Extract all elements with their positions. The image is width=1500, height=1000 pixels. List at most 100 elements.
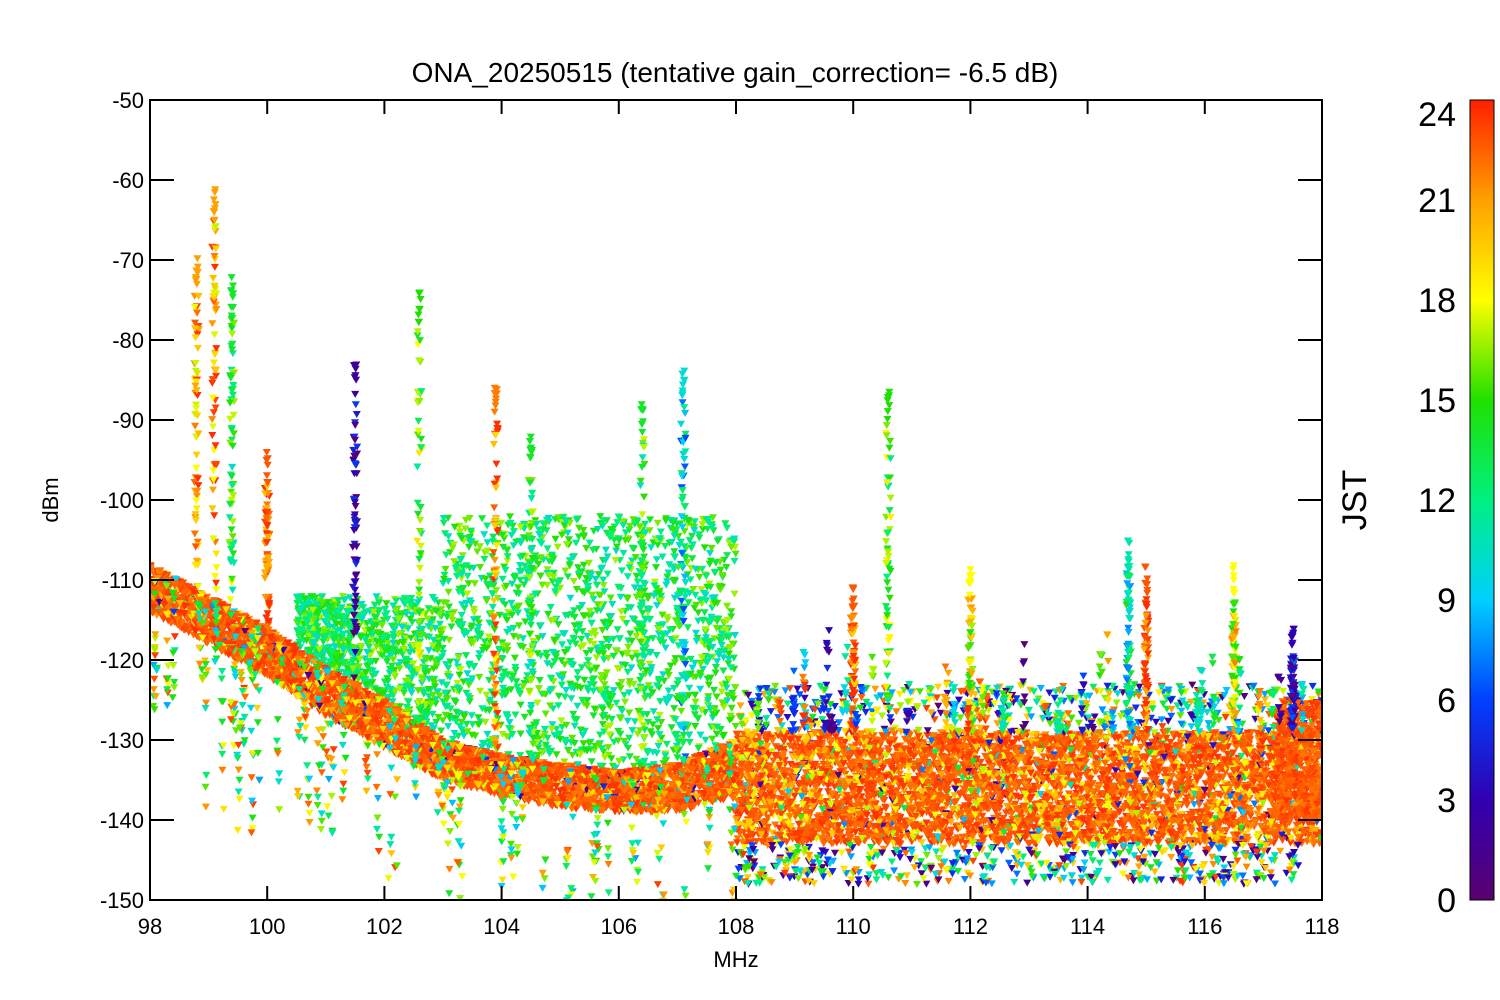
- data-point: [313, 634, 321, 642]
- data-point: [497, 519, 505, 527]
- data-point: [370, 613, 379, 621]
- data-point: [394, 639, 403, 647]
- data-point: [545, 518, 554, 526]
- data-point: [483, 730, 492, 738]
- data-point: [308, 593, 317, 601]
- data-point: [458, 601, 467, 609]
- data-point: [533, 699, 542, 707]
- data-point: [708, 735, 717, 743]
- data-point: [534, 685, 543, 693]
- data-point: [453, 684, 462, 692]
- data-point: [297, 625, 306, 633]
- data-point: [723, 697, 732, 705]
- data-point: [478, 705, 487, 713]
- data-point: [515, 622, 523, 630]
- data-point: [599, 650, 608, 658]
- data-point: [475, 543, 484, 551]
- data-point: [443, 613, 452, 621]
- data-point: [554, 702, 563, 710]
- data-point: [568, 554, 577, 561]
- data-point: [605, 690, 614, 698]
- data-point: [711, 669, 720, 677]
- data-point: [695, 534, 704, 542]
- data-point: [598, 706, 607, 714]
- data-point: [296, 597, 305, 605]
- data-point: [400, 601, 409, 609]
- data-point: [724, 660, 733, 668]
- data-point: [559, 671, 568, 679]
- data-point: [461, 516, 470, 524]
- data-point: [645, 692, 654, 700]
- data-point: [501, 566, 510, 574]
- data-point: [690, 659, 699, 667]
- data-point: [456, 556, 465, 564]
- data-point: [451, 565, 460, 572]
- data-point: [358, 614, 367, 622]
- data-point: [547, 662, 556, 670]
- data-point: [716, 586, 725, 594]
- data-point: [704, 516, 712, 523]
- data-point: [504, 609, 513, 617]
- data-point: [305, 604, 314, 612]
- data-point: [705, 654, 714, 662]
- data-point: [715, 652, 723, 659]
- data-point: [448, 616, 457, 624]
- data-point: [671, 617, 680, 625]
- data-point: [521, 618, 530, 626]
- data-point: [599, 576, 608, 584]
- data-point: [526, 560, 535, 568]
- data-point: [372, 593, 381, 601]
- data-point: [624, 643, 633, 651]
- data-point: [598, 721, 607, 729]
- data-point: [610, 738, 619, 746]
- data-point: [619, 549, 628, 557]
- data-point: [387, 622, 396, 630]
- data-point: [706, 674, 715, 682]
- data-point: [490, 626, 499, 634]
- data-point: [725, 675, 734, 683]
- data-point: [650, 578, 659, 586]
- data-point: [402, 655, 411, 663]
- data-point: [427, 700, 436, 708]
- data-point: [474, 619, 483, 627]
- data-point: [662, 581, 671, 589]
- data-point: [729, 536, 738, 544]
- data-point: [593, 581, 602, 589]
- data-point: [681, 675, 690, 683]
- data-point: [387, 662, 396, 670]
- data-point: [340, 619, 349, 627]
- data-point: [727, 544, 736, 551]
- data-point: [666, 694, 675, 702]
- data-point: [603, 570, 612, 578]
- data-point: [723, 552, 732, 560]
- data-point: [446, 673, 455, 681]
- data-point: [604, 701, 613, 709]
- data-point: [390, 626, 399, 634]
- data-point: [502, 712, 511, 720]
- data-point: [576, 751, 585, 759]
- data-point: [650, 582, 659, 590]
- data-point: [712, 730, 721, 738]
- data-point: [585, 559, 593, 567]
- data-point: [442, 661, 451, 669]
- data-point: [655, 731, 664, 739]
- data-point: [654, 676, 663, 683]
- data-point: [567, 661, 576, 668]
- data-point: [589, 687, 598, 695]
- data-point: [372, 686, 381, 694]
- data-point: [598, 627, 607, 634]
- data-point: [663, 616, 672, 624]
- data-point: [436, 620, 444, 628]
- data-point: [719, 704, 728, 711]
- data-point: [606, 594, 615, 602]
- data-point: [550, 658, 559, 666]
- data-point: [670, 705, 679, 713]
- data-point: [558, 675, 567, 683]
- data-point: [523, 672, 532, 680]
- data-point: [543, 660, 552, 668]
- data-point: [691, 698, 700, 706]
- data-point: [614, 727, 623, 735]
- data-point: [514, 584, 523, 592]
- data-point: [685, 731, 693, 739]
- data-point: [498, 531, 507, 539]
